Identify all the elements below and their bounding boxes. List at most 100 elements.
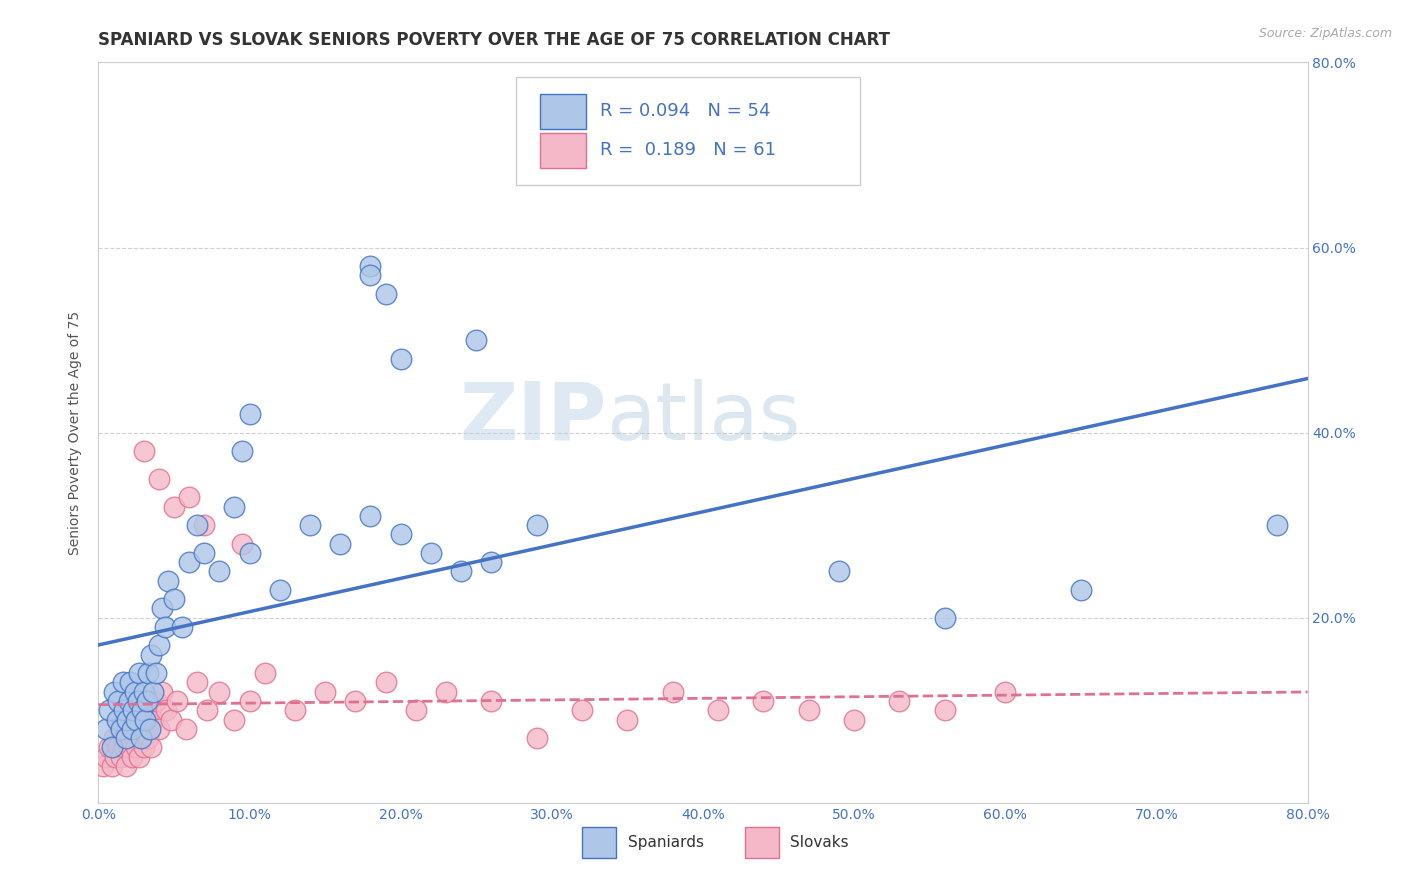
Point xyxy=(179,555,201,569)
Point xyxy=(112,703,135,717)
Point xyxy=(121,749,143,764)
Point xyxy=(135,694,157,708)
Point xyxy=(155,703,177,717)
Point xyxy=(139,722,162,736)
Point xyxy=(148,472,170,486)
Point xyxy=(889,694,911,708)
Point xyxy=(360,508,382,523)
Point xyxy=(153,620,176,634)
Point xyxy=(127,722,149,736)
Point xyxy=(752,694,775,708)
Point xyxy=(481,694,503,708)
Point xyxy=(98,740,121,755)
Point xyxy=(124,731,146,745)
Bar xyxy=(540,133,586,169)
Point xyxy=(121,722,143,736)
FancyBboxPatch shape xyxy=(516,78,860,185)
Point xyxy=(174,722,197,736)
Point xyxy=(239,407,262,421)
Point xyxy=(101,758,124,772)
Point xyxy=(91,758,114,772)
Point xyxy=(118,694,141,708)
Point xyxy=(269,582,291,597)
Point xyxy=(136,731,159,745)
Point xyxy=(156,574,179,588)
Point xyxy=(208,565,231,579)
Point xyxy=(105,713,128,727)
Point xyxy=(120,731,142,745)
Point xyxy=(141,740,163,755)
Point xyxy=(934,703,956,717)
Point xyxy=(124,685,146,699)
Point xyxy=(239,546,262,560)
Point xyxy=(616,713,638,727)
Point xyxy=(1267,518,1289,533)
Point xyxy=(122,703,145,717)
Point xyxy=(125,740,148,755)
Point xyxy=(139,703,162,717)
Point xyxy=(129,703,152,717)
Point xyxy=(481,555,503,569)
Point xyxy=(193,546,215,560)
Point xyxy=(131,703,153,717)
Point xyxy=(150,601,173,615)
Point xyxy=(120,675,142,690)
Point xyxy=(150,685,173,699)
Text: Slovaks: Slovaks xyxy=(790,835,849,850)
Point xyxy=(465,333,488,347)
Point xyxy=(111,731,134,745)
Point xyxy=(114,758,136,772)
Text: R = 0.094   N = 54: R = 0.094 N = 54 xyxy=(600,102,770,120)
Point xyxy=(104,749,127,764)
Point xyxy=(186,518,208,533)
Point xyxy=(314,685,336,699)
Point xyxy=(134,713,156,727)
Point xyxy=(360,259,382,273)
Point xyxy=(114,731,136,745)
Point xyxy=(195,703,218,717)
Point xyxy=(389,527,412,541)
Point xyxy=(166,694,188,708)
Point xyxy=(239,694,262,708)
Point xyxy=(661,685,683,699)
Point xyxy=(110,722,132,736)
Bar xyxy=(745,827,779,858)
Point xyxy=(127,694,149,708)
Point xyxy=(526,731,548,745)
Point xyxy=(103,685,125,699)
Point xyxy=(115,713,138,727)
Point xyxy=(707,703,730,717)
Point xyxy=(170,620,193,634)
Point xyxy=(148,639,170,653)
Point xyxy=(122,713,145,727)
Point xyxy=(103,731,125,745)
Text: atlas: atlas xyxy=(606,379,800,457)
Point xyxy=(115,722,138,736)
Point xyxy=(405,703,427,717)
Point xyxy=(141,648,163,662)
Point xyxy=(145,694,167,708)
Point xyxy=(450,565,472,579)
Point xyxy=(135,713,157,727)
Bar xyxy=(582,827,616,858)
Point xyxy=(107,694,129,708)
Point xyxy=(186,675,208,690)
Point xyxy=(160,713,183,727)
Point xyxy=(797,703,820,717)
Point xyxy=(193,518,215,533)
Point xyxy=(374,286,396,301)
Text: ZIP: ZIP xyxy=(458,379,606,457)
Point xyxy=(828,565,851,579)
Text: SPANIARD VS SLOVAK SENIORS POVERTY OVER THE AGE OF 75 CORRELATION CHART: SPANIARD VS SLOVAK SENIORS POVERTY OVER … xyxy=(98,31,890,49)
Text: Spaniards: Spaniards xyxy=(628,835,704,850)
Point xyxy=(94,722,117,736)
Point xyxy=(224,713,246,727)
Point xyxy=(163,500,186,514)
Point xyxy=(132,740,155,755)
Point xyxy=(163,592,186,607)
Text: R =  0.189   N = 61: R = 0.189 N = 61 xyxy=(600,141,776,159)
Point xyxy=(131,731,153,745)
Point xyxy=(374,675,396,690)
Point xyxy=(134,722,156,736)
Point xyxy=(110,749,132,764)
